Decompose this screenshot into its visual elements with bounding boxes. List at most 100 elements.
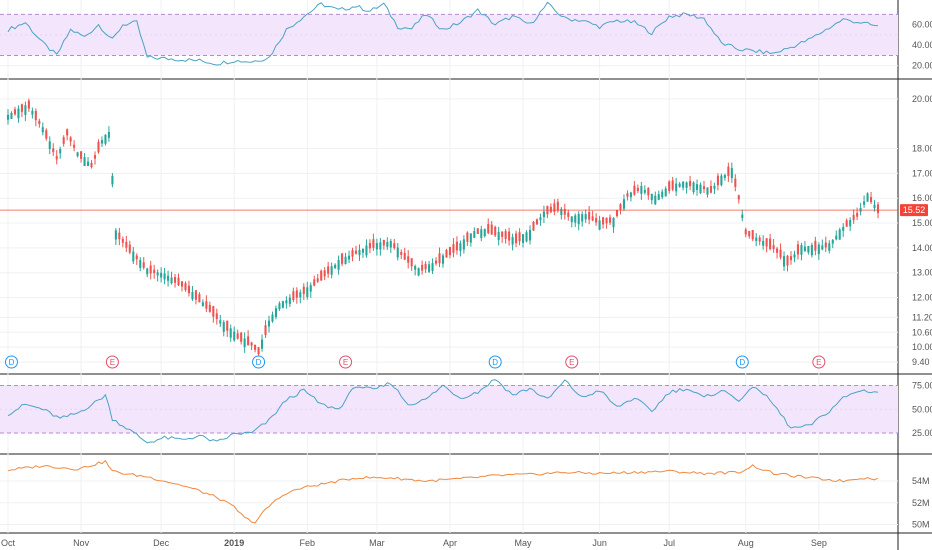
candle-body [525, 232, 528, 242]
candle-body [483, 229, 486, 237]
series-line [7, 379, 879, 444]
x-tick-label: 2019 [224, 538, 244, 548]
candle-body [605, 217, 608, 224]
candle-body [327, 266, 330, 274]
marker-circle [488, 355, 502, 369]
candle-body [48, 141, 51, 150]
candle-body [424, 263, 427, 270]
y-tick-label: 40.00 [912, 40, 932, 50]
y-tick-label: 11.20 [912, 312, 932, 322]
candle-body [629, 192, 632, 198]
candle-body [375, 243, 378, 250]
candle-body [459, 243, 462, 251]
candle-body [636, 187, 639, 192]
candle-body [602, 217, 605, 225]
candle-body [344, 256, 347, 265]
candle-body [577, 213, 580, 225]
candle-body [473, 231, 476, 238]
earnings-marker[interactable]: E [339, 355, 353, 369]
candle-body [351, 250, 354, 257]
candle-body [386, 242, 389, 247]
candle-body [626, 193, 629, 197]
marker-label: E [343, 358, 348, 367]
candle-body [772, 245, 775, 249]
candle-body [320, 270, 323, 281]
candle-body [132, 251, 135, 262]
marker-circle [105, 355, 119, 369]
candle-body [831, 240, 834, 244]
candle-body [20, 104, 23, 112]
x-tick-label: May [515, 538, 533, 548]
dividend-marker[interactable]: D [488, 355, 502, 369]
candle-body [480, 229, 483, 238]
candle-body [553, 203, 556, 212]
candle-body [751, 230, 754, 240]
candle-body [295, 290, 298, 298]
candle-body [869, 197, 873, 203]
marker-label: D [739, 358, 745, 367]
candle-body [354, 250, 358, 254]
candle-body [598, 220, 601, 230]
candle-body [699, 184, 702, 194]
candle-body [215, 313, 218, 319]
candle-body [695, 184, 699, 190]
candle-body [73, 144, 76, 148]
candle-body [863, 201, 866, 205]
y-tick-label: 50.00 [912, 404, 932, 414]
candle-body [723, 175, 726, 178]
dividend-marker[interactable]: D [4, 355, 18, 369]
candle-body [83, 157, 86, 167]
candle-body [100, 140, 104, 144]
candle-body [361, 248, 365, 253]
earnings-marker[interactable]: E [565, 355, 579, 369]
candle-body [170, 277, 173, 284]
candle-body [779, 249, 782, 258]
y-tick-label: 17.00 [912, 168, 932, 178]
y-tick-label: 16.00 [912, 193, 932, 203]
candle-body [31, 110, 34, 115]
candle-body [59, 148, 62, 154]
pane-volume-indicator: 54M 52M 50M [0, 459, 930, 530]
candle-body [125, 241, 128, 248]
marker-label: E [569, 358, 574, 367]
candle-body [622, 199, 626, 209]
candle-body [41, 127, 44, 133]
candle-body [421, 264, 424, 271]
marker-circle [812, 355, 826, 369]
candle-body [247, 336, 250, 346]
earnings-marker[interactable]: E [812, 355, 826, 369]
candle-body [535, 219, 539, 225]
candle-body [671, 180, 674, 190]
candle-body [810, 244, 813, 256]
candle-body [13, 109, 17, 115]
candle-body [274, 308, 278, 318]
candle-body [789, 256, 793, 261]
candle-body [716, 175, 719, 186]
candle-body [52, 148, 55, 153]
y-tick-label: 25.00 [912, 428, 932, 438]
x-tick-label: Aug [738, 538, 754, 548]
marker-circle [735, 355, 749, 369]
y-tick-label: 9.40 [912, 357, 930, 367]
candle-body [640, 186, 643, 194]
candle-body [250, 342, 253, 346]
earnings-marker[interactable]: E [105, 355, 119, 369]
y-tick-label: 20.00 [912, 94, 932, 104]
candle-body [90, 162, 93, 168]
candle-body [240, 332, 243, 342]
candle-body [160, 272, 163, 278]
candle-body [501, 231, 504, 237]
x-tick-label: Apr [443, 538, 457, 548]
oscillator-band [0, 14, 898, 56]
candle-body [389, 241, 392, 248]
candle-body [118, 232, 121, 240]
candle-body [682, 181, 685, 188]
candle-body [612, 217, 615, 228]
pane-price: 20.00 18.00 17.00 16.00 15.00 14.00 13.00 12.00… [0, 94, 932, 369]
dividend-marker[interactable]: D [252, 355, 266, 369]
candle-body [341, 253, 344, 264]
candle-body [678, 183, 681, 187]
series-line [7, 1, 879, 66]
dividend-marker[interactable]: D [735, 355, 749, 369]
